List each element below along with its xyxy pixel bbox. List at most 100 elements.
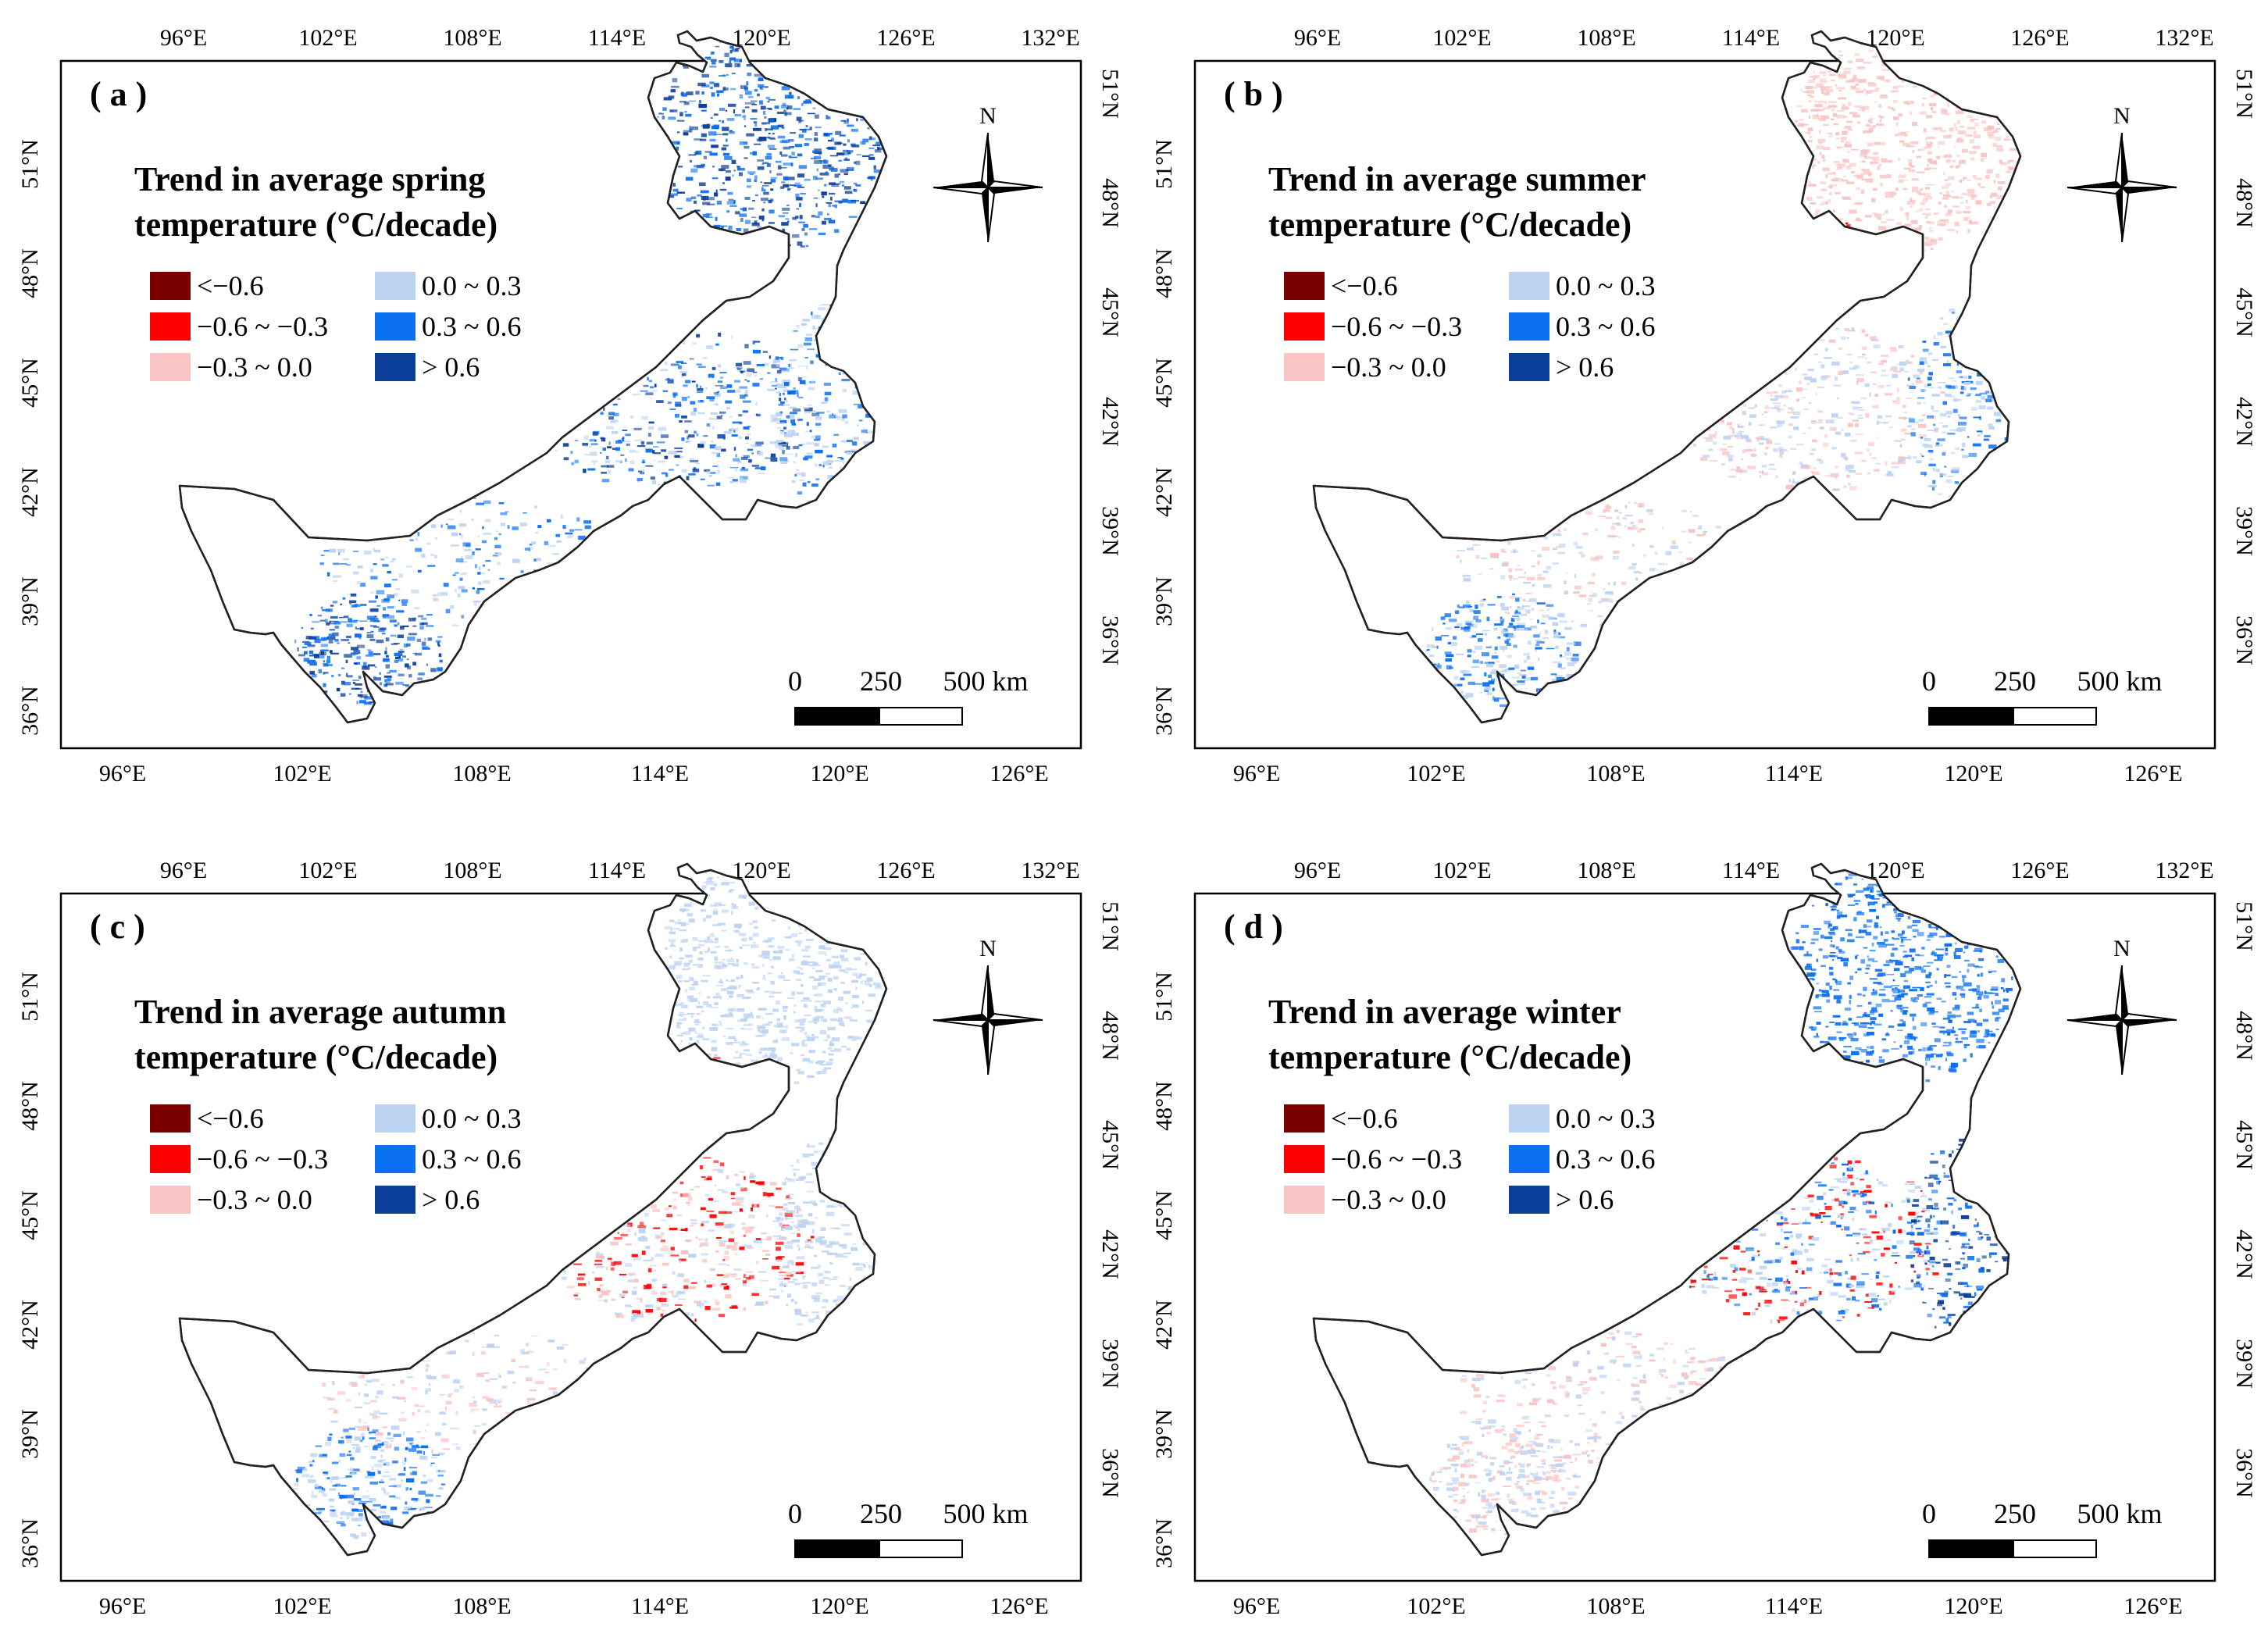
legend-swatch (375, 353, 415, 381)
legend-swatch (375, 312, 415, 341)
north-arrow-icon: N (2067, 936, 2177, 1075)
legend-swatch (1284, 1104, 1325, 1133)
legend-label: −0.6 ~ −0.3 (197, 311, 328, 342)
legend-swatch (1509, 1186, 1549, 1214)
left-lat-label: 39°N (17, 576, 43, 626)
region-boundary-outline (1312, 862, 2022, 1557)
north-label: N (2113, 103, 2131, 129)
legend-label: 0.0 ~ 0.3 (422, 270, 521, 301)
map-title-line2: temperature (°C/decade) (134, 1038, 497, 1076)
top-lon-label: 114°E (1722, 858, 1780, 883)
right-lat-label: 51°N (2231, 69, 2257, 119)
map-panel-b: 96°E 102°E 108°E 114°E 120°E 126°E 132°E 96°E 10… (1134, 0, 2268, 815)
region-boundary-outline (178, 862, 888, 1557)
left-lat-label: 45°N (17, 358, 43, 408)
map-frame (59, 892, 1082, 1582)
legend-swatch (150, 312, 191, 341)
top-lon-label: 132°E (2155, 858, 2213, 883)
legend-swatch (150, 1145, 191, 1173)
left-lat-label: 48°N (17, 248, 43, 298)
top-lon-label: 114°E (588, 858, 646, 883)
right-lat-label: 39°N (2231, 506, 2257, 556)
legend-label: 0.0 ~ 0.3 (1556, 270, 1655, 301)
top-lon-label: 102°E (298, 25, 357, 51)
top-lon-label: 102°E (1432, 858, 1491, 883)
scale-label: 500 km (943, 1498, 1028, 1529)
bottom-lon-label: 126°E (2124, 761, 2182, 787)
right-lat-label: 39°N (1097, 1339, 1123, 1389)
top-lon-label: 132°E (2155, 25, 2213, 51)
top-lon-label: 126°E (2010, 25, 2069, 51)
legend-label: −0.6 ~ −0.3 (197, 1143, 328, 1175)
top-lon-label: 102°E (1432, 25, 1491, 51)
left-lat-label: 39°N (17, 1409, 43, 1459)
left-lat-label: 51°N (17, 972, 43, 1022)
top-lon-label: 126°E (876, 858, 935, 883)
legend-label: 0.3 ~ 0.6 (1556, 311, 1655, 342)
top-lon-label: 102°E (298, 858, 357, 883)
map-frame (59, 59, 1082, 750)
bottom-lon-label: 96°E (1233, 761, 1280, 787)
scale-label: 500 km (2077, 1498, 2162, 1529)
left-lat-label: 36°N (1151, 686, 1177, 736)
legend-label: 0.3 ~ 0.6 (1556, 1143, 1655, 1175)
legend-swatch (375, 1186, 415, 1214)
right-lat-label: 48°N (1097, 1011, 1123, 1061)
left-lat-label: 45°N (1151, 1190, 1177, 1240)
right-lat-label: 42°N (2231, 397, 2257, 447)
bottom-lon-label: 96°E (99, 761, 146, 787)
north-arrow-icon: N (2067, 103, 2177, 243)
map-panel-a: 96°E 102°E 108°E 114°E 120°E 126°E 132°E 96°E 10… (0, 0, 1134, 815)
scale-label: 0 (788, 1498, 802, 1529)
legend-swatch (1509, 1145, 1549, 1173)
legend: <−0.6 −0.6 ~ −0.3 −0.3 ~ 0.0 0.0 ~ 0.3 0.3 ~… (1284, 270, 1655, 383)
legend-label: > 0.6 (1556, 351, 1614, 383)
right-lat-label: 48°N (1097, 178, 1123, 228)
left-lat-label: 36°N (1151, 1518, 1177, 1568)
scale-label: 500 km (2077, 665, 2162, 697)
panel-label: ( d ) (1224, 908, 1283, 946)
top-lon-label: 96°E (160, 25, 207, 51)
bottom-lon-label: 114°E (1765, 761, 1823, 787)
left-lat-label: 45°N (1151, 358, 1177, 408)
trend-raster (292, 876, 883, 1539)
top-lon-label: 132°E (1021, 25, 1079, 51)
legend-label: > 0.6 (422, 1184, 480, 1215)
top-lon-label: 114°E (1722, 25, 1780, 51)
legend-label: −0.3 ~ 0.0 (197, 1184, 312, 1215)
north-label: N (979, 103, 997, 129)
bottom-lon-label: 114°E (1765, 1593, 1823, 1619)
scale-bar: 0 250 500 km (1922, 1498, 2163, 1558)
left-lat-label: 51°N (1151, 139, 1177, 189)
region-boundary-outline (1312, 30, 2022, 724)
bottom-lon-label: 108°E (1586, 761, 1645, 787)
legend: <−0.6 −0.6 ~ −0.3 −0.3 ~ 0.0 0.0 ~ 0.3 0.3 ~… (150, 270, 521, 383)
legend-label: 0.0 ~ 0.3 (1556, 1103, 1655, 1134)
right-lat-label: 39°N (1097, 506, 1123, 556)
top-lon-label: 126°E (876, 25, 935, 51)
legend: <−0.6 −0.6 ~ −0.3 −0.3 ~ 0.0 0.0 ~ 0.3 0.3 ~… (1284, 1103, 1655, 1215)
right-lat-label: 45°N (2231, 287, 2257, 337)
bottom-lon-label: 126°E (2124, 1593, 2182, 1619)
bottom-lon-label: 108°E (452, 1593, 511, 1619)
right-lat-label: 36°N (2231, 615, 2257, 665)
trend-raster (294, 41, 886, 705)
legend-swatch (1509, 312, 1549, 341)
map-title-line1: Trend in average spring (134, 160, 485, 198)
map-title-line1: Trend in average summer (1268, 160, 1646, 198)
map-title-line1: Trend in average autumn (134, 993, 506, 1031)
left-lat-label: 39°N (1151, 576, 1177, 626)
bottom-lon-label: 120°E (810, 1593, 868, 1619)
top-lon-label: 108°E (443, 858, 501, 883)
scale-bar: 0 250 500 km (1922, 665, 2163, 726)
map-svg: 96°E 102°E 108°E 114°E 120°E 126°E 132°E 96°E 10… (17, 25, 1123, 787)
top-lon-label: 132°E (1021, 858, 1079, 883)
left-lat-label: 39°N (1151, 1409, 1177, 1459)
scale-label: 250 (860, 665, 902, 697)
legend-swatch (150, 1104, 191, 1133)
right-lat-label: 36°N (2231, 1448, 2257, 1498)
left-lat-label: 48°N (1151, 248, 1177, 298)
right-lat-label: 51°N (1097, 901, 1123, 951)
scale-label: 0 (788, 665, 802, 697)
